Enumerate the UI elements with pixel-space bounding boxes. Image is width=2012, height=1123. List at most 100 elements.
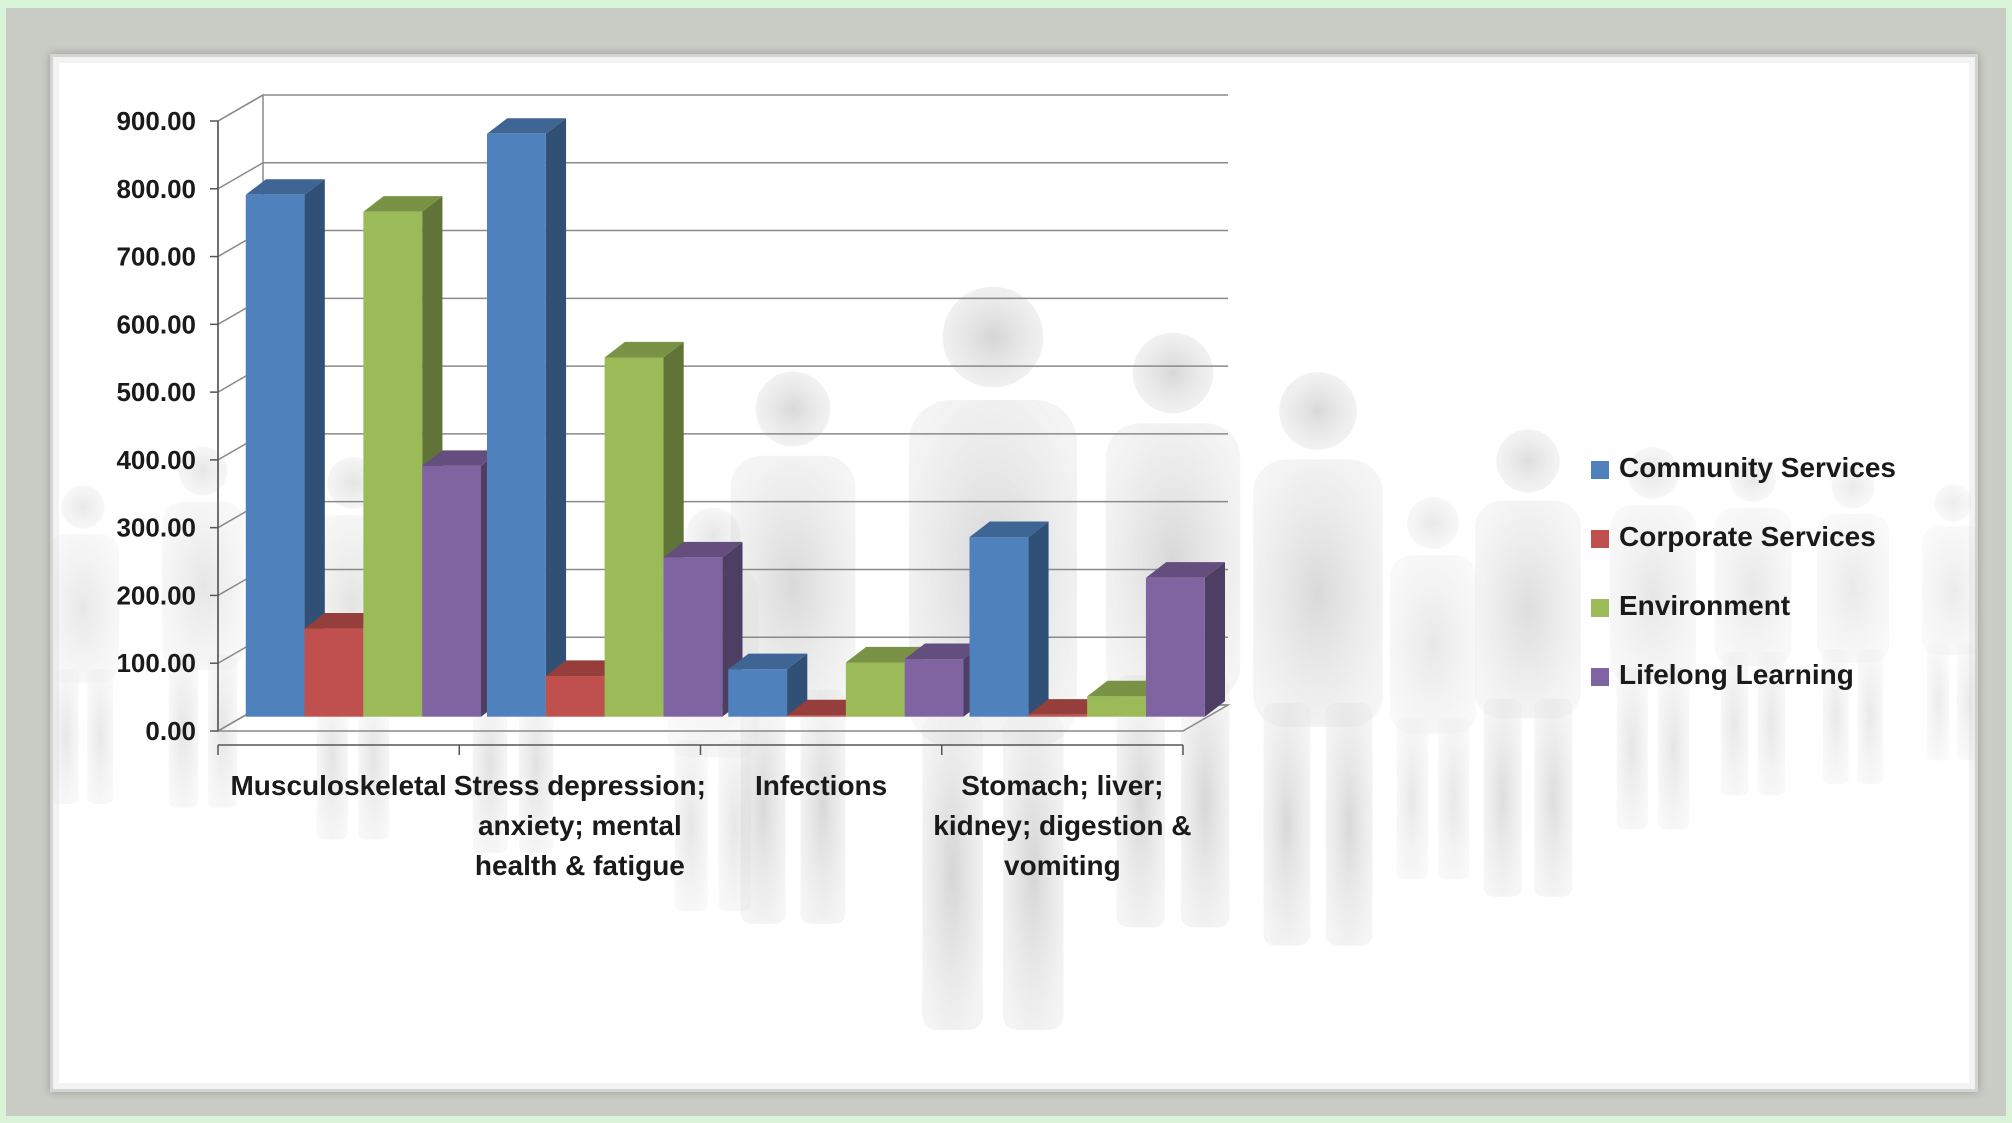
bar-top <box>363 196 443 212</box>
bar-top <box>487 118 567 134</box>
silhouette-leg <box>674 740 708 912</box>
bar-top <box>969 521 1049 538</box>
bar-side <box>304 179 325 717</box>
person-silhouette <box>162 446 244 808</box>
legend-swatch <box>1591 599 1609 617</box>
bar-side <box>1028 521 1049 717</box>
legend-label: Community Services <box>1619 452 1896 483</box>
y-tick-label: 700.00 <box>116 242 196 272</box>
legend-swatch <box>1591 668 1609 686</box>
silhouette-leg <box>1822 649 1849 784</box>
silhouette-head <box>1627 447 1679 499</box>
bar-front <box>904 659 964 717</box>
x-tick-label: Stomach; liver; kidney; digestion & vomiti… <box>933 770 1191 881</box>
silhouette-body <box>1921 526 1981 656</box>
bar-front <box>304 628 364 717</box>
bar-front <box>1028 714 1088 717</box>
chart-panel: 0.00 100.00 200.00 300.00 400.00 500.00 600.00… <box>50 54 1981 1092</box>
silhouette-leg <box>87 669 114 804</box>
bar-series <box>245 118 1225 717</box>
y-tick-label: 100.00 <box>116 648 196 678</box>
person-silhouette <box>1389 497 1477 880</box>
silhouette-leg <box>1263 702 1311 946</box>
silhouette-leg <box>1116 675 1165 928</box>
silhouette-leg <box>168 654 199 808</box>
silhouette-leg <box>1658 667 1690 830</box>
y-tick-label: 0.00 <box>145 716 196 746</box>
bar-front <box>245 194 305 717</box>
bar-top <box>604 341 684 358</box>
silhouette-leg <box>1720 651 1749 796</box>
silhouette-body <box>53 534 119 683</box>
silhouette-leg <box>1438 717 1470 880</box>
silhouette-leg <box>472 673 508 853</box>
silhouette-leg <box>718 740 752 912</box>
silhouette-leg <box>1534 698 1573 897</box>
person-silhouette <box>1475 429 1581 897</box>
silhouette-leg <box>1396 717 1428 880</box>
silhouette-head <box>1132 332 1214 414</box>
bar-front <box>1087 696 1146 717</box>
silhouette-leg <box>53 669 79 804</box>
silhouette-leg <box>1483 698 1522 897</box>
legend-swatch <box>1591 461 1609 479</box>
silhouette-leg <box>1956 643 1980 761</box>
silhouette-head <box>1496 429 1560 493</box>
silhouette-head <box>1934 484 1972 522</box>
bar-top <box>904 643 984 660</box>
silhouette-leg <box>922 715 983 1030</box>
legend-label: Environment <box>1619 590 1790 621</box>
silhouette-head <box>1831 465 1875 509</box>
y-axis: 0.00 100.00 200.00 300.00 400.00 500.00 600.00… <box>116 106 219 746</box>
silhouette-body <box>1389 555 1477 734</box>
bar-front <box>604 357 664 717</box>
bar-lifelong-learning-3 <box>1145 562 1225 717</box>
silhouette-body <box>1817 514 1889 663</box>
silhouette-head <box>942 286 1044 388</box>
gridline <box>217 162 1228 190</box>
bar-community-services-2 <box>728 653 808 717</box>
bar-front <box>422 465 481 717</box>
legend: Community Services Corporate Services Envi… <box>1591 452 1896 690</box>
chart-frame: 0.00 100.00 200.00 300.00 400.00 500.00 600.00… <box>6 8 2006 1116</box>
bar-top <box>245 179 325 195</box>
bar-top <box>663 541 743 558</box>
x-tick-label: Infections <box>755 770 887 801</box>
silhouette-leg <box>1616 667 1648 830</box>
silhouette-body <box>1475 500 1581 719</box>
y-tick-label: 200.00 <box>116 580 196 610</box>
bar-top <box>845 646 925 663</box>
silhouette-body <box>1609 505 1697 684</box>
person-silhouette <box>1609 447 1697 830</box>
person-silhouette <box>1253 372 1383 946</box>
silhouette-leg <box>1757 651 1786 796</box>
silhouette-body <box>730 455 856 714</box>
silhouette-head <box>1279 372 1357 450</box>
person-silhouette <box>1921 484 1981 761</box>
bar-front <box>845 662 905 717</box>
bar-front <box>663 557 723 717</box>
y-tick-label: 600.00 <box>116 309 196 339</box>
silhouette-leg <box>1003 715 1064 1030</box>
bar-community-services-0 <box>245 179 325 717</box>
bar-community-services-3 <box>969 521 1049 717</box>
legend-label: Lifelong Learning <box>1619 659 1854 690</box>
silhouette-body <box>1714 507 1792 667</box>
bar-community-services-1 <box>487 118 567 717</box>
silhouette-head <box>1729 455 1777 503</box>
x-tick-label: Musculoskeletal <box>230 770 446 801</box>
bar-side <box>545 118 567 717</box>
silhouette-leg <box>1325 702 1373 946</box>
bar-front <box>969 537 1029 717</box>
y-tick-label: 400.00 <box>116 445 196 475</box>
bar-side <box>1204 562 1225 717</box>
bar-front <box>487 133 546 717</box>
bar-front <box>1145 577 1205 717</box>
silhouette-leg <box>800 689 846 924</box>
y-tick-label: 300.00 <box>116 513 196 543</box>
silhouette-leg <box>518 673 554 853</box>
bar-side <box>787 653 808 717</box>
y-tick-label: 500.00 <box>116 377 196 407</box>
bar-front <box>787 715 846 717</box>
silhouette-leg <box>1926 643 1950 761</box>
